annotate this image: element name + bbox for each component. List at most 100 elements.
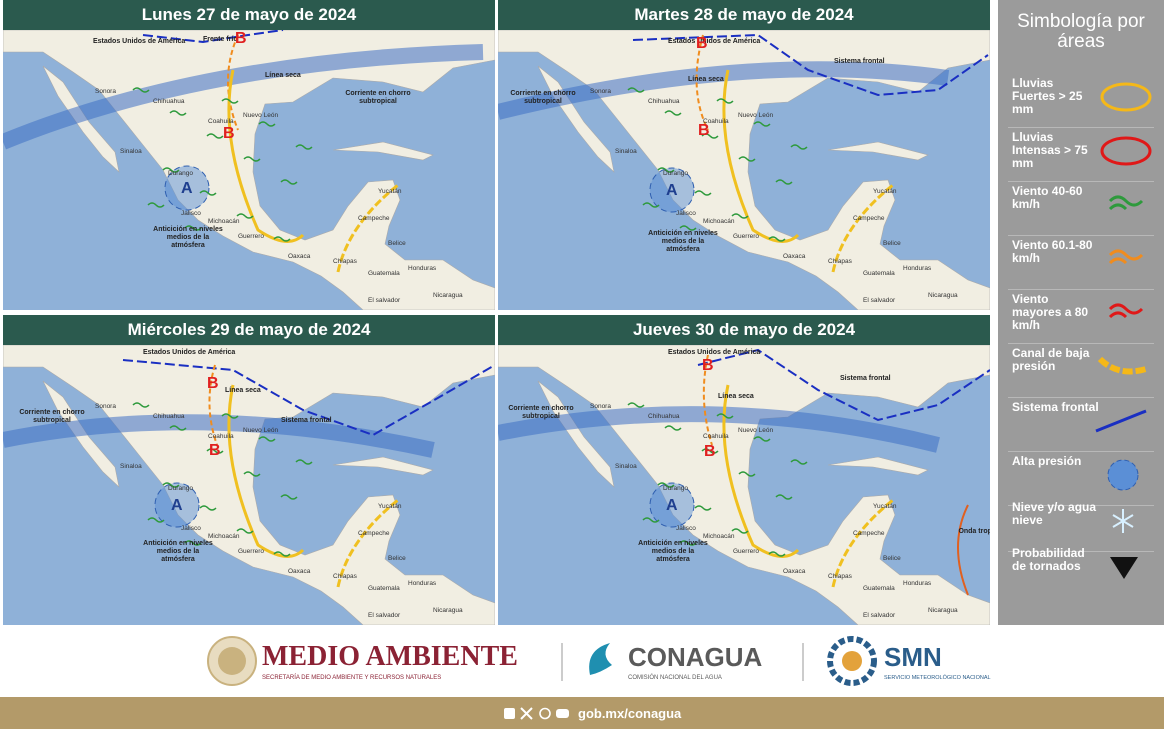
map <box>498 345 990 625</box>
website-link[interactable]: gob.mx/conagua <box>578 706 682 721</box>
tropical-wave <box>957 504 969 596</box>
x-icon[interactable] <box>520 707 533 720</box>
feature-label: Sistema frontal <box>834 58 885 65</box>
forecast-panel: Miércoles 29 de mayo de 2024 Sonora Chihua… <box>3 315 495 625</box>
legend-symbol <box>1097 356 1147 375</box>
place-label: Belice <box>883 555 901 562</box>
legend-separator <box>1008 505 1154 506</box>
low-pressure-trough <box>831 183 894 273</box>
wind-icon <box>184 225 202 231</box>
wind-icon <box>147 202 165 208</box>
wind-icon <box>169 425 187 431</box>
low-pressure: B <box>235 30 247 47</box>
legend-symbol <box>1100 82 1152 112</box>
place-label: El salvador <box>368 612 401 619</box>
place-label: Michoacán <box>703 218 735 225</box>
wind-icon <box>701 133 719 139</box>
legend-symbol <box>1108 195 1144 211</box>
place-label: Chihuahua <box>153 98 185 105</box>
wind-icon <box>657 167 675 173</box>
legend-label: Lluvias Intensas > 75 mm <box>1012 130 1088 170</box>
dry-line <box>227 34 239 131</box>
jet-stream <box>3 44 484 150</box>
forecast-panel: Martes 28 de mayo de 2024 Sonora Chihuahua… <box>498 0 990 310</box>
place-label: Yucatán <box>378 503 402 510</box>
feature-label: Corriente en chorro subtropical <box>508 405 574 420</box>
wind-icon <box>753 436 771 442</box>
legend: Simbología por áreas Lluvias Fuertes > 2… <box>998 0 1164 625</box>
feature-label: Línea seca <box>718 393 754 400</box>
rain-area <box>227 384 305 558</box>
legend-separator <box>1008 343 1154 344</box>
panel-title: Lunes 27 de mayo de 2024 <box>3 0 495 30</box>
wind-icon <box>221 98 239 104</box>
legend-symbol <box>1112 509 1134 533</box>
legend-label: Viento 40-60 km/h <box>1012 184 1083 211</box>
place-label: Guatemala <box>368 585 400 592</box>
place-label: Sonora <box>590 403 611 410</box>
place-label: Guatemala <box>863 585 895 592</box>
wind-icon <box>132 402 150 408</box>
rain-area <box>227 69 305 243</box>
wind-icon <box>701 448 719 454</box>
high-pressure: A <box>666 497 678 514</box>
map <box>498 30 990 310</box>
jet-stream <box>498 61 950 120</box>
place-label: Campeche <box>853 530 885 537</box>
wind-icon <box>243 156 261 162</box>
rain-area <box>722 384 800 558</box>
place-label: Chihuahua <box>648 413 680 420</box>
low-pressure: B <box>702 357 714 374</box>
rain-area <box>722 69 800 243</box>
place-label: El salvador <box>863 612 896 619</box>
wind-icon <box>147 517 165 523</box>
place-label: Durango <box>168 485 193 492</box>
place-label: Sonora <box>590 88 611 95</box>
low-pressure: B <box>207 375 219 392</box>
legend-icon <box>1108 303 1144 319</box>
place-label: Sinaloa <box>120 148 142 155</box>
legend-title: Simbología por áreas <box>1017 11 1145 52</box>
legend-label: Sistema frontal <box>1012 400 1099 414</box>
dry-line <box>695 34 709 131</box>
place-label: Nicaragua <box>433 607 463 614</box>
legend-separator <box>1008 289 1154 290</box>
place-label: Oaxaca <box>288 253 311 260</box>
place-label: Honduras <box>903 265 932 272</box>
place-label: Coahuila <box>208 118 234 125</box>
wind-icon <box>199 190 217 196</box>
org-subtitle: SECRETARÍA DE MEDIO AMBIENTE Y RECURSOS … <box>262 674 441 681</box>
wind-icon <box>679 540 697 546</box>
legend-separator <box>1008 551 1154 552</box>
low-pressure: B <box>209 442 221 459</box>
wind-icon <box>768 236 786 242</box>
place-label: Sinaloa <box>615 148 637 155</box>
feature-label: Anticición en niveles medios de la atmós… <box>143 540 213 563</box>
instagram-icon[interactable] <box>539 707 551 720</box>
feature-label: Corriente en chorro subtropical <box>345 90 411 105</box>
wind-icon <box>169 110 187 116</box>
youtube-icon[interactable] <box>556 709 569 718</box>
place-label: Chiapas <box>333 258 357 265</box>
place-label: Honduras <box>408 580 437 587</box>
facebook-icon[interactable] <box>504 708 515 719</box>
place-label: Durango <box>663 485 688 492</box>
high-pressure: A <box>171 497 183 514</box>
wind-icon <box>273 236 291 242</box>
place-label: Nicaragua <box>928 607 958 614</box>
service-name: SMN <box>884 642 942 672</box>
map <box>3 30 495 310</box>
org-name: MEDIO AMBIENTE <box>262 641 518 672</box>
wind-icon <box>679 225 697 231</box>
wind-icon <box>642 202 660 208</box>
smn-icon <box>827 636 877 686</box>
high-pressure-halo <box>154 482 200 528</box>
feature-label: Anticición en niveles medios de la atmós… <box>648 230 718 253</box>
place-label: Chihuahua <box>648 98 680 105</box>
legend-icon <box>1108 249 1144 265</box>
legend-label: Probabilidad de tornados <box>1012 546 1085 573</box>
panel-title: Miércoles 29 de mayo de 2024 <box>3 315 495 345</box>
wind-icon <box>790 144 808 150</box>
place-label: Sinaloa <box>615 463 637 470</box>
